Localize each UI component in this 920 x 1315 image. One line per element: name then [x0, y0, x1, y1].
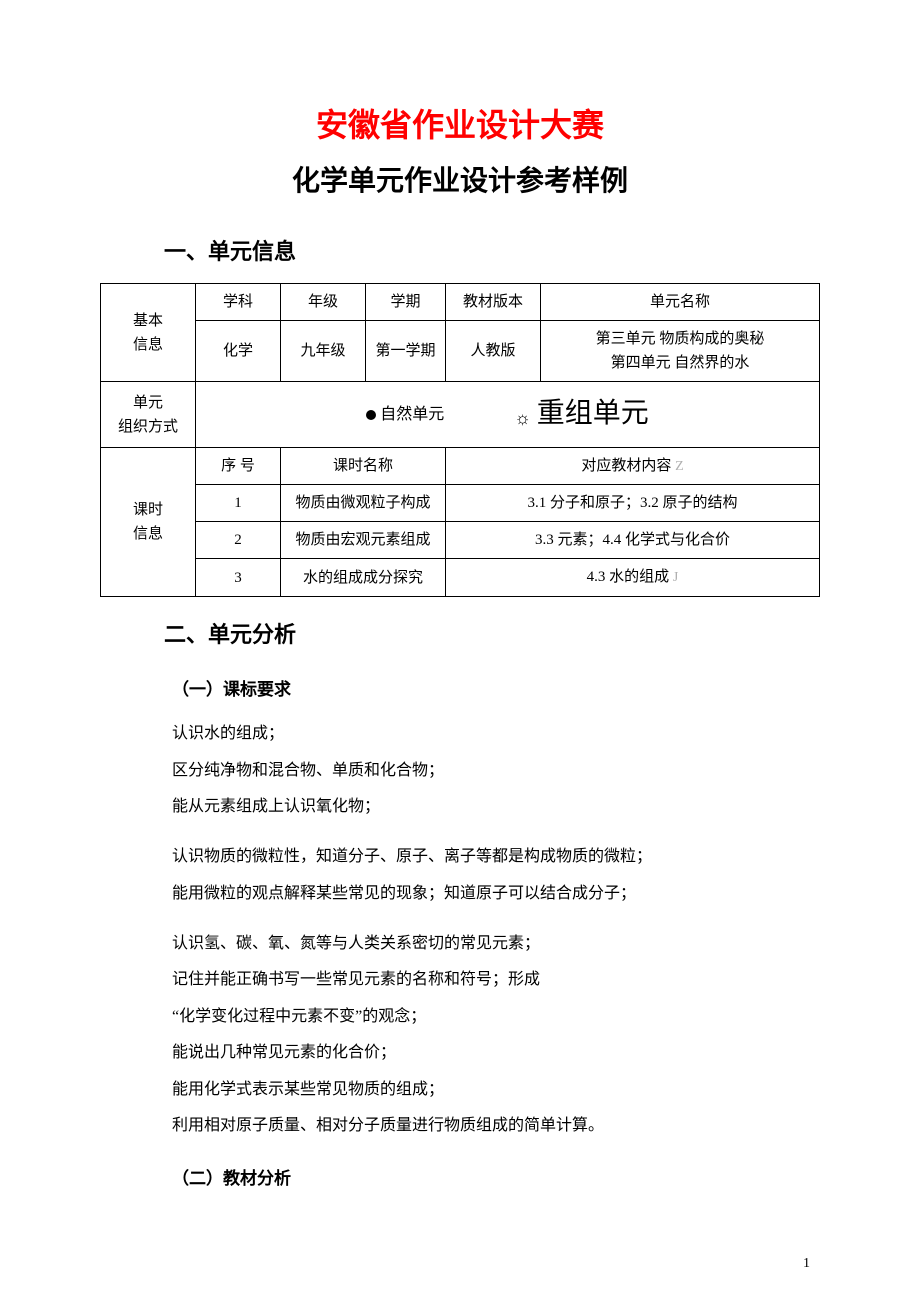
- main-title: 安徽省作业设计大赛: [100, 100, 820, 151]
- lesson-name: 物质由微观粒子构成: [281, 485, 446, 522]
- lesson-content: 3.3 元素；4.4 化学式与化合价: [446, 522, 820, 559]
- table-row: 3 水的组成成分探究 4.3 水的组成 J: [101, 559, 820, 596]
- req-line: 区分纯净物和混合物、单质和化合物；: [172, 756, 780, 786]
- req-line: 认识水的组成；: [172, 719, 780, 749]
- org-label: 单元 组织方式: [101, 382, 196, 448]
- req-line: “化学变化过程中元素不变”的观念；: [172, 1002, 780, 1032]
- table-row: 基本 信息 学科 年级 学期 教材版本 单元名称: [101, 284, 820, 321]
- table-row: 化学 九年级 第一学期 人教版 第三单元 物质构成的奥秘 第四单元 自然界的水: [101, 321, 820, 382]
- lesson-name: 水的组成成分探究: [281, 559, 446, 596]
- cell-grade: 九年级: [281, 321, 366, 382]
- header-semester: 学期: [366, 284, 446, 321]
- req-line: 记住并能正确书写一些常见元素的名称和符号；形成: [172, 965, 780, 995]
- lesson-label: 课时 信息: [101, 447, 196, 596]
- header-version: 教材版本: [446, 284, 541, 321]
- table-row: 单元 组织方式 自然单元 ☼重组单元: [101, 382, 820, 448]
- header-unit-name: 单元名称: [541, 284, 820, 321]
- req-heading: （一）课标要求: [172, 676, 820, 703]
- cell-unit-name: 第三单元 物质构成的奥秘 第四单元 自然界的水: [541, 321, 820, 382]
- req-line: 能说出几种常见元素的化合价；: [172, 1038, 780, 1068]
- org-cell: 自然单元 ☼重组单元: [196, 382, 820, 448]
- lesson-seq: 2: [196, 522, 281, 559]
- header-content: 对应教材内容 Z: [446, 447, 820, 484]
- textbook-heading: （二）教材分析: [172, 1165, 820, 1192]
- basic-info-label: 基本 信息: [101, 284, 196, 382]
- cell-subject: 化学: [196, 321, 281, 382]
- section-1-heading: 一、单元信息: [164, 234, 820, 269]
- table-row: 1 物质由微观粒子构成 3.1 分子和原子；3.2 原子的结构: [101, 485, 820, 522]
- gray-suffix: J: [673, 570, 678, 585]
- req-line: 能用微粒的观点解释某些常见的现象；知道原子可以结合成分子；: [172, 879, 780, 909]
- natural-label: 自然单元: [380, 406, 444, 423]
- req-line: 认识物质的微粒性，知道分子、原子、离子等都是构成物质的微粒；: [172, 842, 780, 872]
- lesson-seq: 1: [196, 485, 281, 522]
- requirements-block: 认识水的组成； 区分纯净物和混合物、单质和化合物； 能从元素组成上认识氧化物； …: [172, 719, 780, 1141]
- radio-filled-icon: [366, 410, 376, 420]
- lesson-seq: 3: [196, 559, 281, 596]
- lesson-content: 4.3 水的组成 J: [446, 559, 820, 596]
- header-subject: 学科: [196, 284, 281, 321]
- req-line: 利用相对原子质量、相对分子质量进行物质组成的简单计算。: [172, 1111, 780, 1141]
- req-line: 能用化学式表示某些常见物质的组成；: [172, 1075, 780, 1105]
- info-table: 基本 信息 学科 年级 学期 教材版本 单元名称 化学 九年级 第一学期 人教版…: [100, 283, 820, 597]
- req-line: 认识氢、碳、氧、氮等与人类关系密切的常见元素；: [172, 929, 780, 959]
- reorg-label: 重组单元: [537, 398, 649, 429]
- lesson-content: 3.1 分子和原子；3.2 原子的结构: [446, 485, 820, 522]
- cell-semester: 第一学期: [366, 321, 446, 382]
- table-row: 2 物质由宏观元素组成 3.3 元素；4.4 化学式与化合价: [101, 522, 820, 559]
- header-lesson-name: 课时名称: [281, 447, 446, 484]
- table-row: 课时 信息 序 号 课时名称 对应教材内容 Z: [101, 447, 820, 484]
- cell-version: 人教版: [446, 321, 541, 382]
- sub-title: 化学单元作业设计参考样例: [100, 159, 820, 204]
- section-2-heading: 二、单元分析: [164, 617, 820, 652]
- option-natural: 自然单元: [366, 402, 444, 428]
- radio-open-icon: ☼: [514, 404, 531, 433]
- header-grade: 年级: [281, 284, 366, 321]
- page-number: 1: [100, 1253, 820, 1275]
- gray-suffix: Z: [675, 459, 684, 474]
- req-line: 能从元素组成上认识氧化物；: [172, 792, 780, 822]
- header-seq: 序 号: [196, 447, 281, 484]
- option-reorg: ☼重组单元: [514, 392, 649, 437]
- lesson-name: 物质由宏观元素组成: [281, 522, 446, 559]
